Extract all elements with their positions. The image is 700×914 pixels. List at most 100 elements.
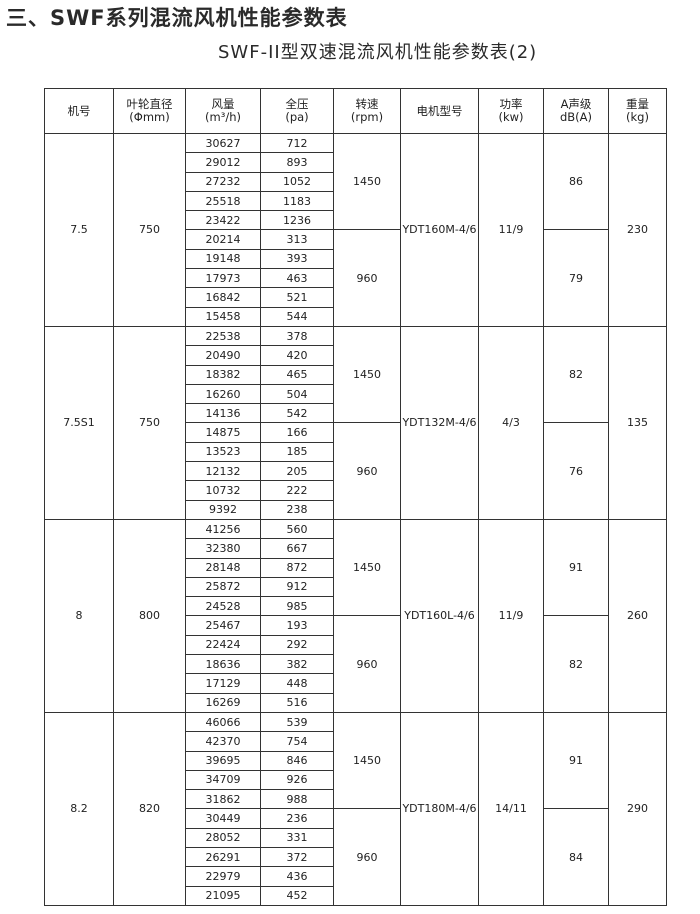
cell-airflow: 16842 <box>185 287 261 308</box>
cell-airflow: 29012 <box>185 152 261 173</box>
cell-pressure: 463 <box>260 268 334 289</box>
cell-speed: 1450 <box>333 518 401 617</box>
cell-airflow: 41256 <box>185 518 261 540</box>
cell-airflow: 13523 <box>185 441 261 463</box>
cell-speed: 960 <box>333 229 401 327</box>
header-weight: 重量 (kg) <box>608 88 667 134</box>
cell-power: 14/11 <box>478 711 544 906</box>
cell-pressure: 331 <box>260 827 334 848</box>
header-row: 机号 叶轮直径 (Φmm) 风量 (m³/h) 全压 (pa) 转速 (rpm) 电机型号 功率 (k… <box>44 88 667 134</box>
header-unit: dB(A) <box>559 110 593 124</box>
table-row: 17129 448 <box>45 673 667 694</box>
cell-airflow: 17129 <box>185 673 261 694</box>
cell-airflow: 22538 <box>185 325 261 347</box>
cell-airflow: 27232 <box>185 171 261 192</box>
cell-pressure: 292 <box>260 634 334 656</box>
header-unit: (Φmm) <box>129 110 170 124</box>
cell-pressure: 372 <box>260 846 334 868</box>
header-label: 机号 <box>67 103 91 118</box>
cell-noise: 82 <box>543 615 609 713</box>
cell-speed: 960 <box>333 808 401 906</box>
header-diameter: 叶轮直径 (Φmm) <box>113 88 186 134</box>
header-label: 功率 <box>499 97 523 111</box>
cell-pressure: 872 <box>260 557 334 578</box>
cell-pressure: 926 <box>260 769 334 791</box>
cell-pressure: 988 <box>260 789 334 810</box>
cell-power: 11/9 <box>478 518 544 713</box>
cell-pressure: 382 <box>260 654 334 675</box>
cell-airflow: 20490 <box>185 345 261 366</box>
table-row: 25872 912 <box>45 576 667 598</box>
cell-airflow: 25872 <box>185 576 261 598</box>
header-model: 机号 <box>44 88 114 134</box>
cell-pressure: 238 <box>260 499 334 520</box>
header-label: 风量 <box>211 97 235 111</box>
cell-pressure: 205 <box>260 461 334 482</box>
cell-pressure: 436 <box>260 866 334 887</box>
table-row: 42370 754 <box>45 731 667 752</box>
header-label: 转速 <box>355 97 379 111</box>
cell-pressure: 1236 <box>260 210 334 231</box>
cell-pressure: 912 <box>260 576 334 598</box>
table-row: 19148 393 <box>45 248 667 270</box>
cell-pressure: 893 <box>260 152 334 173</box>
cell-pressure: 1052 <box>260 171 334 192</box>
table-row: 14875 166 960 76 <box>45 422 667 520</box>
cell-motor: YDT132M-4/6 <box>400 325 479 520</box>
cell-airflow: 16260 <box>185 383 261 405</box>
cell-speed: 960 <box>333 422 401 520</box>
cell-power: 11/9 <box>478 133 544 327</box>
cell-airflow: 39695 <box>185 750 261 771</box>
cell-airflow: 25467 <box>185 615 261 636</box>
cell-model: 8.2 <box>44 711 114 906</box>
cell-airflow: 34709 <box>185 769 261 791</box>
cell-noise: 76 <box>543 422 609 520</box>
header-airflow: 风量 (m³/h) <box>185 88 261 134</box>
table-row: 7.5 750 30627 712 1450 YDT160M-4/6 11/9 86 230 <box>44 132 667 327</box>
cell-speed: 1450 <box>333 325 401 424</box>
cell-airflow: 25518 <box>185 190 261 212</box>
table-row: 16269 516 <box>45 692 667 713</box>
cell-model: 7.5 <box>44 133 114 327</box>
table-row: 18636 382 <box>45 654 667 675</box>
cell-pressure: 846 <box>260 750 334 771</box>
cell-pressure: 539 <box>260 711 334 733</box>
cell-weight: 290 <box>608 711 667 906</box>
header-unit: (kg) <box>626 110 649 124</box>
cell-pressure: 560 <box>260 518 334 540</box>
cell-airflow: 10732 <box>185 480 261 501</box>
header-pressure: 全压 (pa) <box>260 88 334 134</box>
table-row: 34709 926 <box>45 769 667 791</box>
header-label: A声级 <box>560 97 592 111</box>
table-row: 28148 872 <box>45 557 667 578</box>
cell-airflow: 18636 <box>185 654 261 675</box>
cell-airflow: 14136 <box>185 403 261 424</box>
cell-noise: 91 <box>543 518 609 617</box>
cell-pressure: 313 <box>260 229 334 250</box>
cell-speed: 1450 <box>333 711 401 810</box>
cell-pressure: 452 <box>260 885 334 906</box>
table-row: 13523 185 <box>45 441 667 463</box>
cell-diameter: 820 <box>113 711 186 906</box>
cell-model: 8 <box>44 518 114 713</box>
header-noise: A声级 dB(A) <box>543 88 609 134</box>
cell-airflow: 17973 <box>185 268 261 289</box>
cell-speed: 960 <box>333 615 401 713</box>
cell-pressure: 667 <box>260 538 334 559</box>
cell-diameter: 800 <box>113 518 186 713</box>
cell-airflow: 14875 <box>185 422 261 443</box>
cell-pressure: 504 <box>260 383 334 405</box>
cell-diameter: 750 <box>113 133 186 327</box>
cell-pressure: 465 <box>260 364 334 385</box>
cell-pressure: 393 <box>260 248 334 270</box>
table-body: 7.5 750 30627 712 1450 YDT160M-4/6 11/9 86 230 29… <box>44 132 667 906</box>
cell-motor: YDT160L-4/6 <box>400 518 479 713</box>
table-row: 31862 988 <box>45 789 667 810</box>
cell-pressure: 166 <box>260 422 334 443</box>
table-row: 25518 1183 <box>45 190 667 212</box>
table-row: 39695 846 <box>45 750 667 771</box>
cell-airflow: 22979 <box>185 866 261 887</box>
cell-airflow: 22424 <box>185 634 261 656</box>
cell-diameter: 750 <box>113 325 186 520</box>
header-speed: 转速 (rpm) <box>333 88 401 134</box>
